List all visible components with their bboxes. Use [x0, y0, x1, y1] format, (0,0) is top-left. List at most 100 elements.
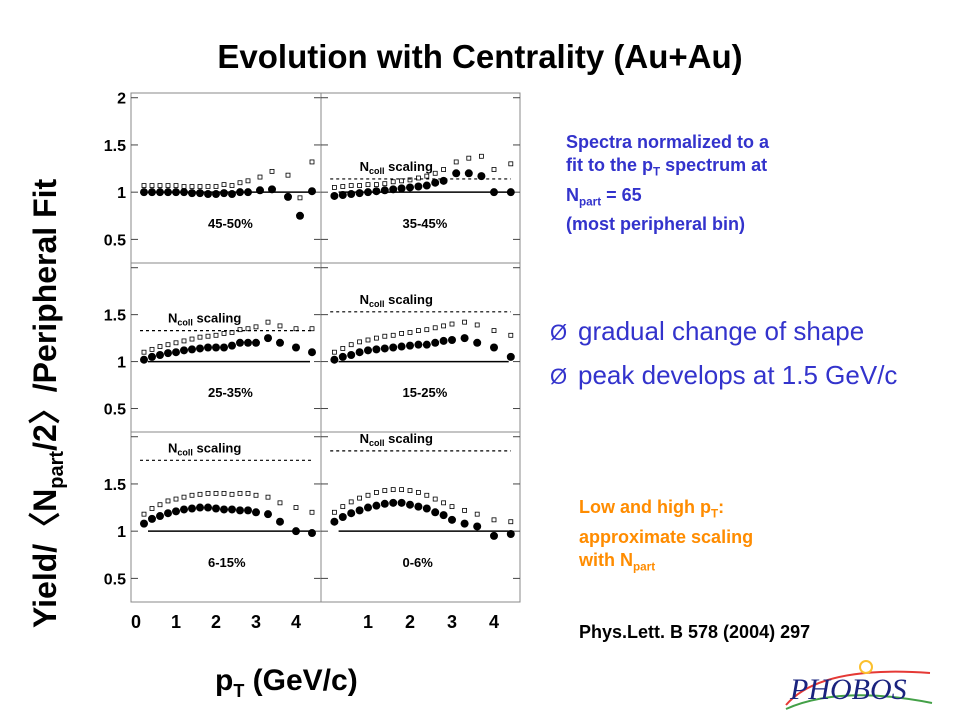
data-point: [330, 191, 339, 200]
centrality-label: 15-25%: [403, 385, 448, 400]
open-marker: [181, 184, 187, 189]
data-point: [380, 499, 389, 508]
data-point: [268, 185, 276, 194]
data-point: [389, 498, 398, 507]
data-point: [284, 192, 292, 201]
centrality-label: 35-45%: [403, 216, 448, 231]
data-point: [188, 345, 196, 354]
data-point: [372, 187, 381, 196]
data-point: [448, 335, 456, 344]
data-point: [236, 338, 244, 347]
data-point: [188, 504, 196, 513]
bullet-item: Ø peak develops at 1.5 GeV/c: [550, 358, 920, 394]
orange-line-3: with N: [579, 549, 633, 570]
y-tick-label: 1: [117, 355, 126, 372]
data-point: [397, 342, 406, 351]
data-point: [148, 514, 156, 523]
panel-frame: [320, 431, 521, 603]
open-marker: [331, 349, 337, 355]
ncoll-scaling-label: Ncoll scaling: [360, 292, 433, 309]
data-point: [252, 508, 260, 517]
bullet-text: peak develops at 1.5 GeV/c: [578, 360, 898, 390]
open-marker: [277, 323, 283, 329]
open-marker: [441, 167, 447, 172]
open-marker: [415, 175, 421, 181]
data-point: [236, 188, 244, 197]
x-tick-label: 1: [363, 612, 373, 632]
data-point: [244, 506, 252, 515]
normalization-note: Spectra normalized to a fit to the pT sp…: [566, 131, 866, 236]
open-marker: [340, 504, 346, 510]
bullet-arrow-icon: Ø: [550, 364, 568, 389]
open-marker: [237, 327, 243, 333]
y-tick-label: 2: [117, 91, 126, 108]
data-point: [244, 188, 252, 197]
open-marker: [165, 342, 171, 348]
open-marker: [382, 181, 388, 187]
open-marker: [221, 331, 227, 336]
data-point: [156, 188, 164, 197]
open-marker: [237, 490, 243, 496]
open-marker: [141, 511, 147, 517]
phobos-logo: PHOBOS: [785, 660, 933, 710]
data-point: [264, 510, 272, 519]
open-marker: [297, 195, 303, 201]
open-marker: [365, 492, 371, 498]
x-tick-label: 4: [291, 612, 301, 632]
open-marker: [340, 184, 346, 189]
data-point: [414, 182, 423, 191]
open-marker: [373, 182, 379, 188]
data-point: [204, 190, 212, 199]
open-marker: [197, 334, 203, 340]
data-point: [164, 188, 172, 197]
data-point: [506, 188, 515, 197]
open-marker: [407, 488, 413, 493]
panel-frame: [130, 92, 322, 264]
logo-text: PHOBOS: [789, 673, 907, 706]
data-point: [355, 348, 364, 357]
open-marker: [141, 349, 147, 355]
open-marker: [365, 337, 371, 343]
x-tick-label: 4: [489, 612, 499, 632]
note-line-3: N: [566, 184, 579, 205]
open-marker: [357, 495, 363, 501]
note-line-4: (most peripheral bin): [566, 214, 746, 235]
open-marker: [205, 333, 211, 339]
bullet-text: gradual change of shape: [578, 316, 865, 346]
open-marker: [399, 487, 405, 493]
data-point: [473, 522, 482, 531]
open-marker: [149, 183, 155, 188]
data-point: [296, 211, 304, 220]
data-point: [212, 343, 220, 352]
note-line-3-sub: part: [579, 195, 602, 209]
orange-line-3-sub: part: [633, 560, 656, 574]
open-marker: [265, 319, 271, 325]
data-point: [264, 334, 272, 343]
y-tick-label: 0.5: [104, 402, 126, 419]
open-marker: [293, 326, 299, 332]
data-point: [477, 172, 486, 181]
data-point: [164, 349, 172, 358]
open-marker: [237, 180, 243, 186]
data-point: [439, 511, 448, 520]
open-marker: [221, 182, 227, 188]
open-marker: [205, 184, 211, 189]
open-marker: [390, 179, 396, 185]
open-marker: [149, 506, 155, 511]
data-point: [252, 338, 260, 347]
open-marker: [415, 328, 421, 334]
data-point: [204, 343, 212, 352]
data-point: [431, 178, 440, 187]
open-marker: [213, 332, 219, 338]
open-marker: [373, 490, 379, 495]
data-point: [439, 176, 448, 185]
orange-line-1-sub: T: [710, 507, 719, 521]
orange-line-2: approximate scaling: [579, 526, 754, 547]
open-marker: [478, 153, 484, 159]
open-marker: [348, 342, 354, 348]
open-marker: [474, 322, 480, 328]
data-point: [140, 188, 148, 197]
open-marker: [149, 346, 155, 352]
open-marker: [390, 487, 396, 493]
